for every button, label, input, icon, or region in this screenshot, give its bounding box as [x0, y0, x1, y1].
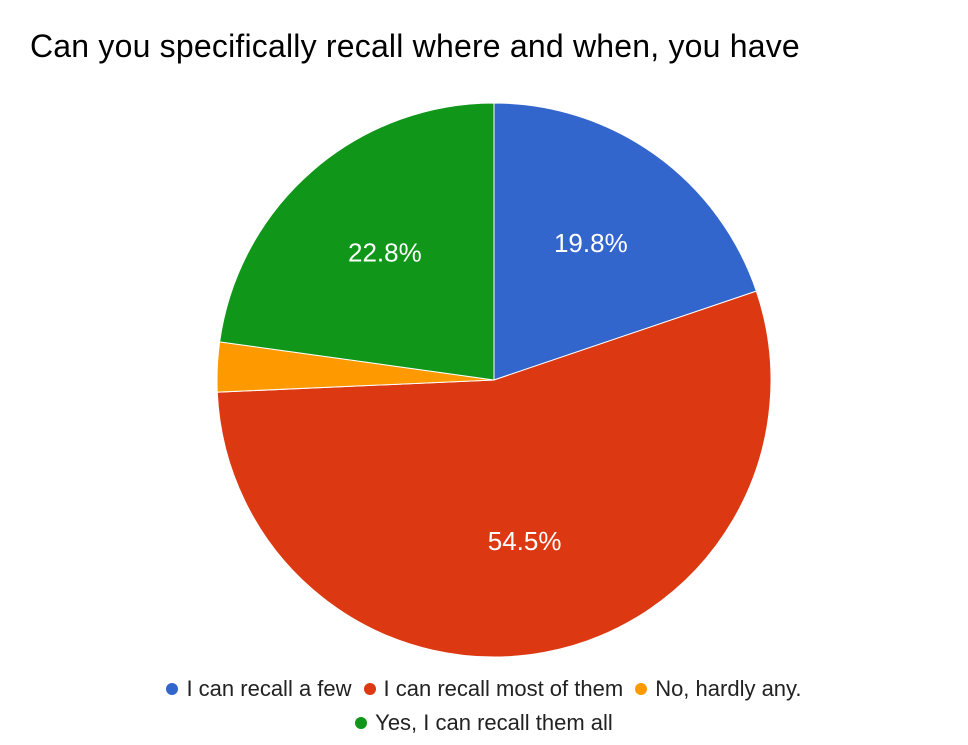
legend-swatch: [363, 683, 376, 695]
legend-item: No, hardly any.: [635, 676, 802, 702]
chart-title: Can you specifically recall where and wh…: [30, 28, 800, 64]
legend-label: I can recall a few: [186, 676, 352, 701]
slice-label-4: 22.8%: [348, 238, 422, 268]
legend-swatch: [166, 683, 179, 695]
pie-slice-4: [219, 102, 495, 381]
pie-slice-2: [216, 290, 772, 658]
slice-label-2: 54.5%: [488, 526, 562, 556]
legend-swatch: [635, 683, 648, 695]
legend: I can recall a few I can recall most of t…: [0, 676, 968, 736]
legend-label: I can recall most of them: [383, 676, 624, 701]
legend-item: I can recall a few: [166, 676, 352, 702]
legend-item: I can recall most of them: [363, 676, 624, 702]
legend-item: Yes, I can recall them all: [355, 710, 613, 736]
legend-label: Yes, I can recall them all: [375, 710, 613, 735]
slice-label-1: 19.8%: [554, 228, 628, 258]
legend-label: No, hardly any.: [655, 676, 802, 701]
pie-slice-1: [493, 102, 757, 381]
legend-swatch: [355, 717, 368, 729]
